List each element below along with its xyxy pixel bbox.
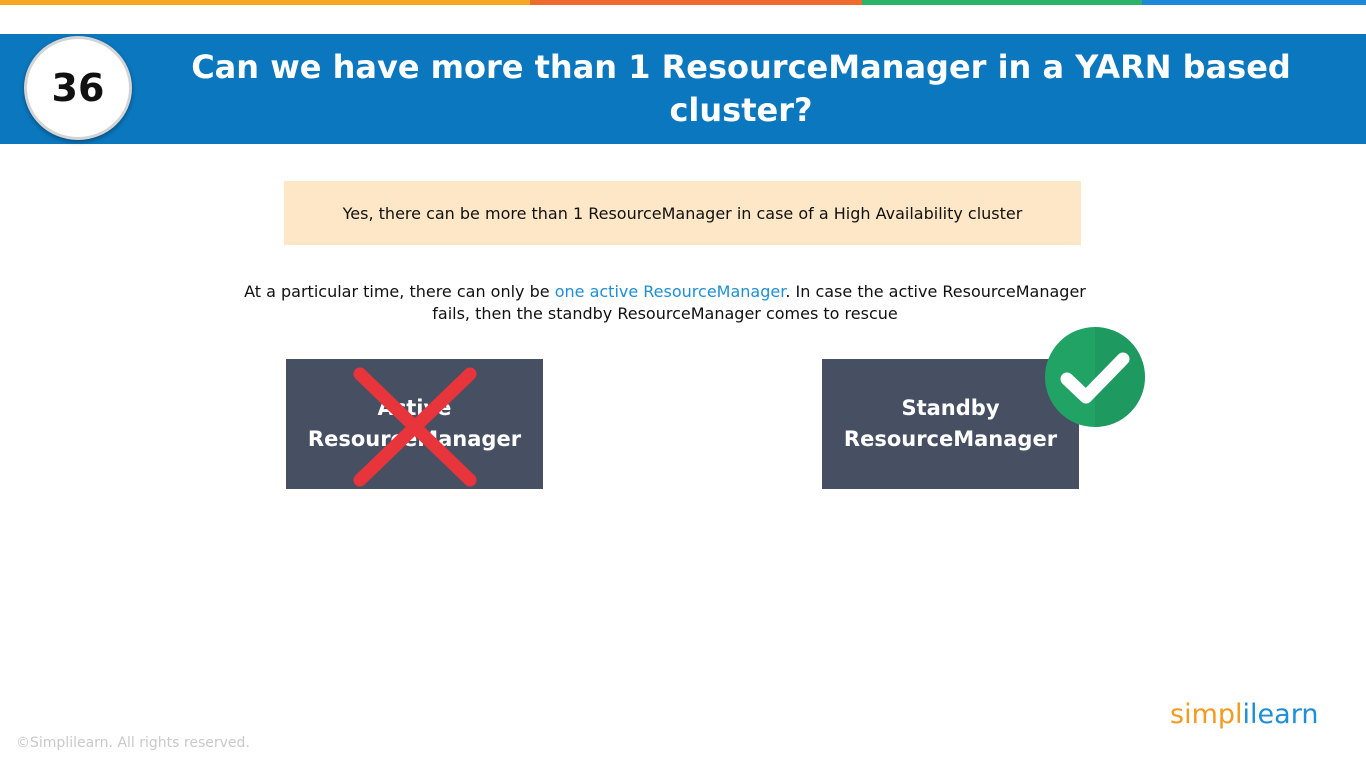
question-number: 36 <box>51 66 105 110</box>
copyright-notice: ©Simplilearn. All rights reserved. <box>16 735 250 751</box>
top-color-stripe <box>0 0 1366 5</box>
check-icon <box>1045 327 1145 427</box>
answer-box: Yes, there can be more than 1 ResourceMa… <box>284 181 1081 245</box>
explanation-after: . In case the active ResourceManager fai… <box>432 282 1086 323</box>
title-band <box>0 34 1366 144</box>
stripe-yellow <box>0 0 530 5</box>
stripe-blue <box>1142 0 1366 5</box>
simplilearn-logo: simplilearn <box>1170 695 1318 739</box>
explanation-text: At a particular time, there can only be … <box>240 281 1090 325</box>
question-title: Can we have more than 1 ResourceManager … <box>191 48 1291 129</box>
standby-resourcemanager-label: Standby ResourceManager <box>843 396 1058 451</box>
standby-resourcemanager-box: Standby ResourceManager <box>822 359 1079 489</box>
logo-learn: learn <box>1250 699 1319 730</box>
explanation-highlight: one active ResourceManager <box>554 282 786 301</box>
cross-icon <box>353 367 477 487</box>
explanation-before: At a particular time, there can only be <box>244 282 555 301</box>
logo-i: i <box>1242 699 1251 730</box>
stripe-green <box>862 0 1142 5</box>
stripe-orange <box>530 0 862 5</box>
logo-simpl: simpl <box>1170 699 1243 730</box>
question-number-badge: 36 <box>24 36 132 140</box>
answer-text: Yes, there can be more than 1 ResourceMa… <box>342 203 1023 223</box>
